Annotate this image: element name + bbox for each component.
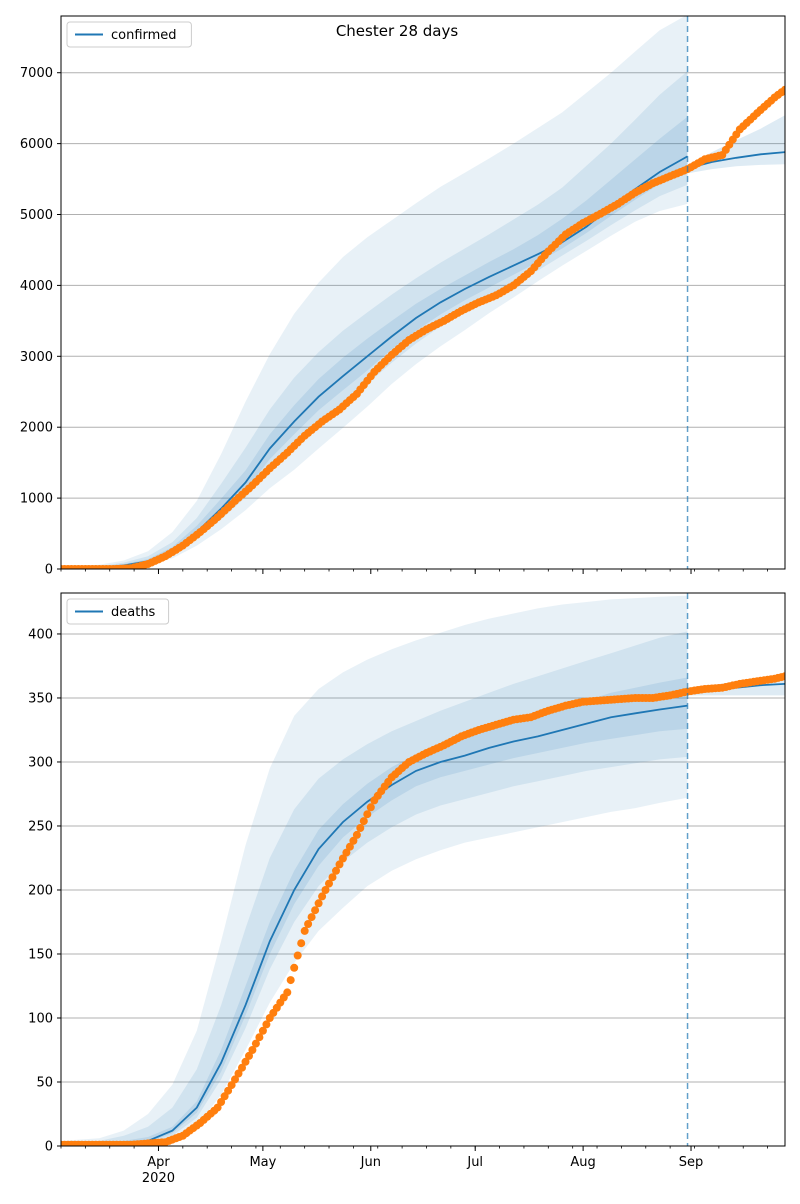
observed-point — [251, 1039, 260, 1048]
y-tick-label: 200 — [28, 883, 53, 898]
x-tick-label: Jun — [360, 1155, 381, 1170]
observed-point — [338, 854, 347, 863]
axes-frame — [60, 592, 786, 1147]
y-tick-label: 0 — [45, 563, 53, 578]
confidence-band-middle — [61, 631, 688, 1146]
observed-point — [293, 951, 302, 960]
y-tick-label: 0 — [45, 1140, 53, 1155]
confidence-band-inner — [61, 677, 688, 1146]
observed-point — [363, 810, 372, 819]
legend-label: deaths — [111, 605, 156, 620]
observed-point — [245, 1051, 253, 1060]
confidence-band-outer — [61, 595, 688, 1146]
observed-point — [238, 1063, 246, 1072]
legend-label: confirmed — [111, 28, 177, 43]
y-tick-label: 150 — [28, 947, 53, 962]
y-tick-label: 3000 — [20, 350, 53, 365]
observed-point — [314, 899, 323, 908]
y-tick-label: 300 — [28, 755, 53, 770]
x-tick-label: Jul — [466, 1155, 483, 1170]
observed-point — [781, 672, 785, 681]
y-tick-label: 400 — [28, 627, 53, 642]
observed-point — [286, 976, 295, 985]
observed-point — [335, 860, 344, 869]
x-tick-label: May — [249, 1155, 276, 1170]
observed-point — [234, 1069, 243, 1078]
x-tick-label: Aug — [570, 1155, 595, 1170]
confidence-band-inner — [61, 116, 688, 569]
observed-point — [325, 879, 333, 888]
observed-point — [352, 830, 361, 839]
legend-box — [66, 21, 192, 48]
y-tick-label: 5000 — [20, 208, 53, 223]
y-tick-label: 50 — [36, 1075, 53, 1090]
observed-point — [328, 873, 337, 882]
legend: confirmed — [66, 21, 192, 48]
y-tick-label: 100 — [28, 1011, 53, 1026]
y-tick-label: 2000 — [20, 421, 53, 436]
observed-point — [345, 842, 354, 851]
observed-point — [342, 848, 351, 857]
observed-point — [311, 906, 320, 915]
y-tick-label: 7000 — [20, 66, 53, 81]
observed-point — [262, 1020, 271, 1029]
observed-point — [255, 1033, 264, 1042]
observed-point — [332, 866, 340, 875]
observed-point — [258, 1026, 267, 1035]
legend: deaths — [66, 598, 170, 625]
observed-point — [321, 886, 330, 894]
observed-point — [781, 85, 785, 94]
observed-point — [356, 824, 365, 832]
observed-point — [300, 926, 309, 935]
observed-point — [248, 1046, 257, 1054]
x-tick-sublabel: 2020 — [142, 1171, 175, 1186]
confirmed-panel: 0 1000 2000 3000 4000 5000 6000 7000 confirmed — [20, 15, 786, 578]
y-tick-label: 4000 — [20, 279, 53, 294]
observed-point — [307, 913, 316, 922]
observed-point — [241, 1057, 250, 1066]
observed-point — [366, 803, 375, 812]
observed-point — [318, 892, 327, 901]
confidence-band-outer — [61, 16, 688, 569]
y-tick-label: 250 — [28, 819, 53, 834]
y-tick-label: 1000 — [20, 492, 53, 507]
legend-box — [66, 598, 170, 625]
observed-point — [297, 939, 306, 948]
y-tick-label: 6000 — [20, 137, 53, 152]
y-tick-label: 350 — [28, 691, 53, 706]
figure-title: Chester 28 days — [336, 22, 459, 40]
observed-point — [290, 963, 299, 972]
observed-point — [359, 817, 368, 826]
axes-frame — [60, 15, 786, 570]
observed-point — [231, 1075, 239, 1084]
x-tick-label: Apr — [147, 1155, 170, 1170]
observed-point — [283, 988, 292, 997]
x-tick-label: Sep — [679, 1155, 704, 1170]
plot-area — [61, 16, 785, 569]
plot-area — [61, 595, 785, 1146]
confidence-band-middle — [61, 71, 688, 569]
observed-point — [304, 920, 313, 928]
observed-point — [349, 836, 358, 845]
